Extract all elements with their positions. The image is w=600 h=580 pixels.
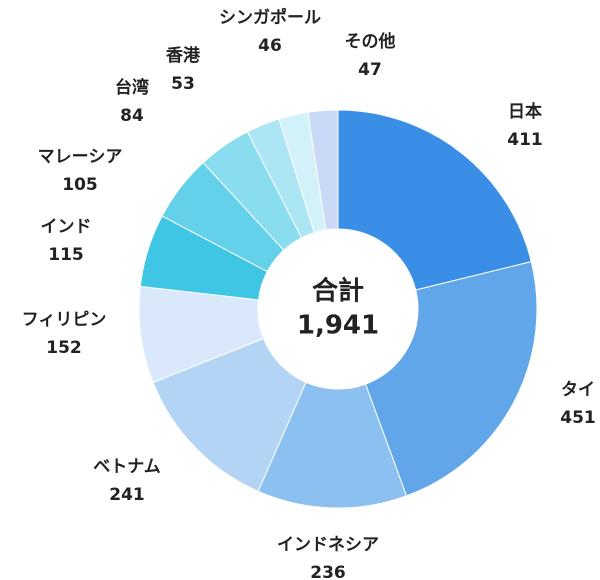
slice-value: 115 (48, 245, 84, 265)
slice-label: タイ (561, 380, 595, 400)
slice-value: 105 (62, 175, 98, 195)
slice-label: ベトナム (93, 457, 161, 477)
center-total: 1,941 (297, 311, 379, 341)
donut-slice (364, 261, 538, 497)
slice-value: 152 (46, 338, 82, 358)
slice-label: フィリピン (22, 310, 107, 330)
slice-label: マレーシア (38, 147, 123, 167)
slice-label: インドネシア (277, 535, 379, 555)
center-title: 合計 (312, 276, 364, 307)
donut-slice (152, 337, 307, 492)
slice-label: 香港 (166, 45, 201, 66)
slice-value: 241 (109, 485, 145, 505)
donut-slice (337, 109, 532, 291)
slice-value: 84 (120, 106, 144, 126)
donut-slice (307, 109, 339, 231)
slice-value: 236 (310, 563, 346, 580)
slice-label: インド (41, 217, 92, 237)
slice-value: 53 (171, 74, 195, 94)
slice-label: 台湾 (115, 77, 149, 98)
slice-value: 46 (258, 36, 282, 56)
slice-value: 451 (560, 408, 596, 428)
slice-label: その他 (345, 31, 396, 52)
slice-value: 47 (358, 60, 382, 80)
slice-label: シンガポール (219, 7, 321, 28)
slice-label: 日本 (508, 101, 542, 122)
slice-value: 411 (507, 130, 543, 150)
